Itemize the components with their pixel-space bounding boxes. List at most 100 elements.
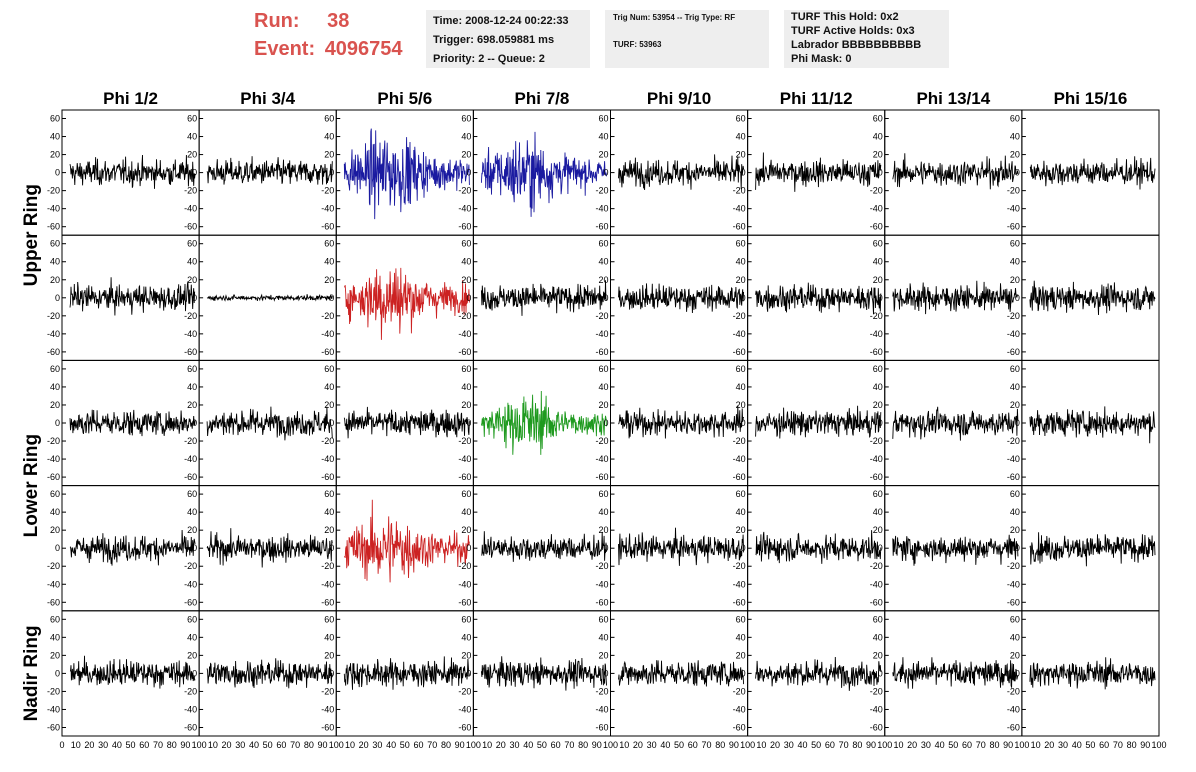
y-tick-label: 0: [603, 293, 608, 303]
y-tick-label: 0: [55, 293, 60, 303]
y-tick-label: 0: [192, 293, 197, 303]
x-tick-label: 10: [345, 740, 355, 750]
y-tick-label: -20: [321, 436, 334, 446]
y-tick-label: 40: [50, 632, 60, 642]
y-tick-label: 0: [878, 168, 883, 178]
y-tick-label: -20: [1007, 311, 1020, 321]
turf-active-text: TURF Active Holds: 0x3: [791, 25, 915, 37]
y-tick-label: -40: [870, 579, 883, 589]
y-tick-label: 40: [736, 257, 746, 267]
y-tick-label: 0: [466, 168, 471, 178]
y-tick-label: -20: [47, 436, 60, 446]
row-label: Lower Ring: [21, 434, 42, 537]
y-tick-label: 0: [1015, 293, 1020, 303]
y-tick-label: 40: [873, 382, 883, 392]
y-tick-label: 0: [1015, 168, 1020, 178]
y-tick-label: 40: [461, 132, 471, 142]
y-tick-label: 0: [741, 418, 746, 428]
y-tick-label: -40: [184, 704, 197, 714]
x-tick-label: 30: [921, 740, 931, 750]
y-tick-label: 0: [603, 168, 608, 178]
y-tick-label: -20: [1007, 561, 1020, 571]
y-tick-label: 60: [598, 364, 608, 374]
x-tick-label: 80: [304, 740, 314, 750]
waveform-line: [480, 280, 607, 316]
y-tick-label: 0: [1015, 418, 1020, 428]
y-tick-label: 60: [873, 364, 883, 374]
y-tick-label: -60: [458, 222, 471, 232]
x-tick-label: 60: [414, 740, 424, 750]
event-label-text: Event:: [254, 38, 316, 60]
y-tick-label: -60: [321, 472, 334, 482]
y-tick-label: 20: [187, 275, 197, 285]
row-label: Upper Ring: [21, 184, 42, 286]
y-tick-label: 20: [324, 150, 334, 160]
y-tick-label: -20: [1007, 186, 1020, 196]
waveform-line: [480, 656, 607, 691]
x-tick-label: 100: [1151, 740, 1166, 750]
y-tick-label: -20: [458, 311, 471, 321]
y-tick-label: -20: [595, 186, 608, 196]
y-tick-label: -20: [733, 686, 746, 696]
y-tick-label: -40: [47, 329, 60, 339]
x-tick-label: 30: [235, 740, 245, 750]
y-tick-label: 60: [187, 114, 197, 124]
y-tick-label: -20: [733, 311, 746, 321]
y-tick-label: 20: [324, 525, 334, 535]
x-tick-label: 10: [756, 740, 766, 750]
y-tick-label: -20: [1007, 436, 1020, 446]
column-title: Phi 1/2: [103, 89, 158, 108]
y-tick-label: 0: [329, 543, 334, 553]
row-label: Nadir Ring: [21, 625, 42, 721]
x-tick-label: 60: [139, 740, 149, 750]
y-tick-label: 20: [1010, 400, 1020, 410]
y-tick-label: -60: [733, 347, 746, 357]
y-tick-label: 20: [461, 525, 471, 535]
y-tick-label: 60: [50, 489, 60, 499]
y-tick-label: 40: [324, 507, 334, 517]
y-tick-label: 60: [187, 489, 197, 499]
x-tick-label: 60: [551, 740, 561, 750]
time-text: Time: 2008-12-24 00:22:33: [433, 15, 569, 27]
y-tick-label: 20: [187, 525, 197, 535]
y-tick-label: 40: [598, 132, 608, 142]
x-tick-label: 60: [962, 740, 972, 750]
y-tick-label: -40: [1007, 704, 1020, 714]
y-tick-label: -20: [595, 436, 608, 446]
y-tick-label: 20: [873, 400, 883, 410]
x-tick-label: 20: [84, 740, 94, 750]
run-label-text: Run:: [254, 10, 300, 32]
turf-hold-text: TURF This Hold: 0x2: [791, 11, 899, 23]
y-tick-label: -60: [1007, 222, 1020, 232]
y-tick-label: 60: [736, 489, 746, 499]
x-tick-label: 30: [372, 740, 382, 750]
y-tick-label: 20: [736, 275, 746, 285]
y-tick-label: 0: [603, 668, 608, 678]
y-tick-label: 20: [324, 275, 334, 285]
y-tick-label: 60: [598, 239, 608, 249]
y-tick-label: -20: [870, 311, 883, 321]
y-tick-label: 40: [598, 382, 608, 392]
event-label: Event: 4096754: [254, 38, 403, 61]
y-tick-label: 0: [192, 668, 197, 678]
x-tick-label: 100: [740, 740, 755, 750]
waveform-line: [1029, 156, 1156, 190]
x-tick-label: 20: [1044, 740, 1054, 750]
y-tick-label: -60: [1007, 722, 1020, 732]
y-tick-label: 0: [466, 668, 471, 678]
y-tick-label: -40: [321, 579, 334, 589]
y-tick-label: 40: [736, 507, 746, 517]
y-tick-label: 0: [55, 168, 60, 178]
y-tick-label: 20: [736, 400, 746, 410]
column-title: Phi 5/6: [377, 89, 432, 108]
y-tick-label: 20: [187, 650, 197, 660]
y-tick-label: -20: [184, 436, 197, 446]
waveform-line: [69, 529, 196, 566]
y-tick-label: -60: [1007, 347, 1020, 357]
y-tick-label: 20: [461, 275, 471, 285]
y-tick-label: 20: [736, 650, 746, 660]
y-tick-label: 60: [873, 239, 883, 249]
y-tick-label: 40: [598, 632, 608, 642]
x-tick-label: 60: [276, 740, 286, 750]
